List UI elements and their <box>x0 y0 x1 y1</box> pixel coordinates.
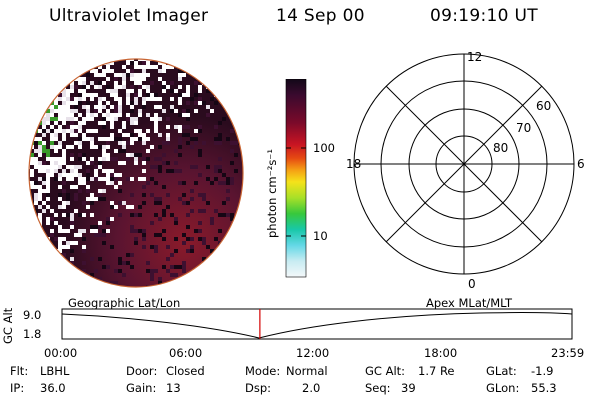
seq-value: 39 <box>401 381 416 395</box>
glon-value: 55.3 <box>531 381 557 395</box>
mlt-label-18: 18 <box>346 157 361 171</box>
dsp-label: Dsp: <box>245 381 272 395</box>
ip-value: 36.0 <box>40 381 66 395</box>
polar-grid: 12 18 6 0 60 70 80 <box>346 50 585 291</box>
door-label: Door: <box>126 364 158 378</box>
image-date: 14 Sep 00 <box>276 6 365 26</box>
colorbar-tick-100: 100 <box>313 141 335 155</box>
glon-label: GLon: <box>486 381 520 395</box>
orbit-xtick-1800: 18:00 <box>424 346 458 360</box>
mlt-label-12: 12 <box>467 50 482 64</box>
orbit-ytick-bottom: 1.8 <box>23 327 42 341</box>
orbit-ytick-top: 9.0 <box>23 308 42 322</box>
orbit-axis-title: GC Alt <box>1 307 15 344</box>
orbit-left-caption: Geographic Lat/Lon <box>68 296 181 310</box>
glat-value: -1.9 <box>531 364 554 378</box>
seq-label: Seq: <box>365 381 391 395</box>
door-value: Closed <box>166 364 205 378</box>
orbit-altitude-plot <box>61 308 573 340</box>
gcalt-value: 1.7 Re <box>418 364 455 378</box>
lat-label-70: 70 <box>516 121 531 135</box>
mlt-label-0: 0 <box>468 277 476 291</box>
lat-label-60: 60 <box>536 99 551 113</box>
gcalt-label: GC Alt: <box>365 364 406 378</box>
image-time: 09:19:10 UT <box>430 6 538 26</box>
colorbar-unit-label: photon cm⁻²s⁻¹ <box>265 149 279 238</box>
orbit-xtick-0600: 06:00 <box>169 346 203 360</box>
mode-value: Normal <box>286 364 328 378</box>
orbit-xtick-1200: 12:00 <box>296 346 330 360</box>
imager-disk <box>28 58 244 288</box>
flt-value: LBHL <box>40 364 70 378</box>
auroral-speckle <box>29 59 243 287</box>
instrument-title: Ultraviolet Imager <box>49 6 209 26</box>
gain-label: Gain: <box>126 381 157 395</box>
dsp-value: 2.0 <box>302 381 321 395</box>
disk-edge <box>28 58 244 288</box>
glat-label: GLat: <box>486 364 517 378</box>
gain-value: 13 <box>166 381 181 395</box>
orbit-xtick-0000: 00:00 <box>44 346 78 360</box>
flt-label: Flt: <box>10 364 29 378</box>
ip-label: IP: <box>10 381 25 395</box>
mlt-label-6: 6 <box>577 157 585 171</box>
orbit-right-caption: Apex MLat/MLT <box>426 296 513 310</box>
orbit-altitude-curve <box>61 312 573 339</box>
mode-label: Mode: <box>245 364 281 378</box>
lat-label-80: 80 <box>493 141 508 155</box>
colorbar-tick-10: 10 <box>313 229 328 243</box>
colorbar <box>285 79 307 278</box>
orbit-xtick-2359: 23:59 <box>551 346 585 360</box>
